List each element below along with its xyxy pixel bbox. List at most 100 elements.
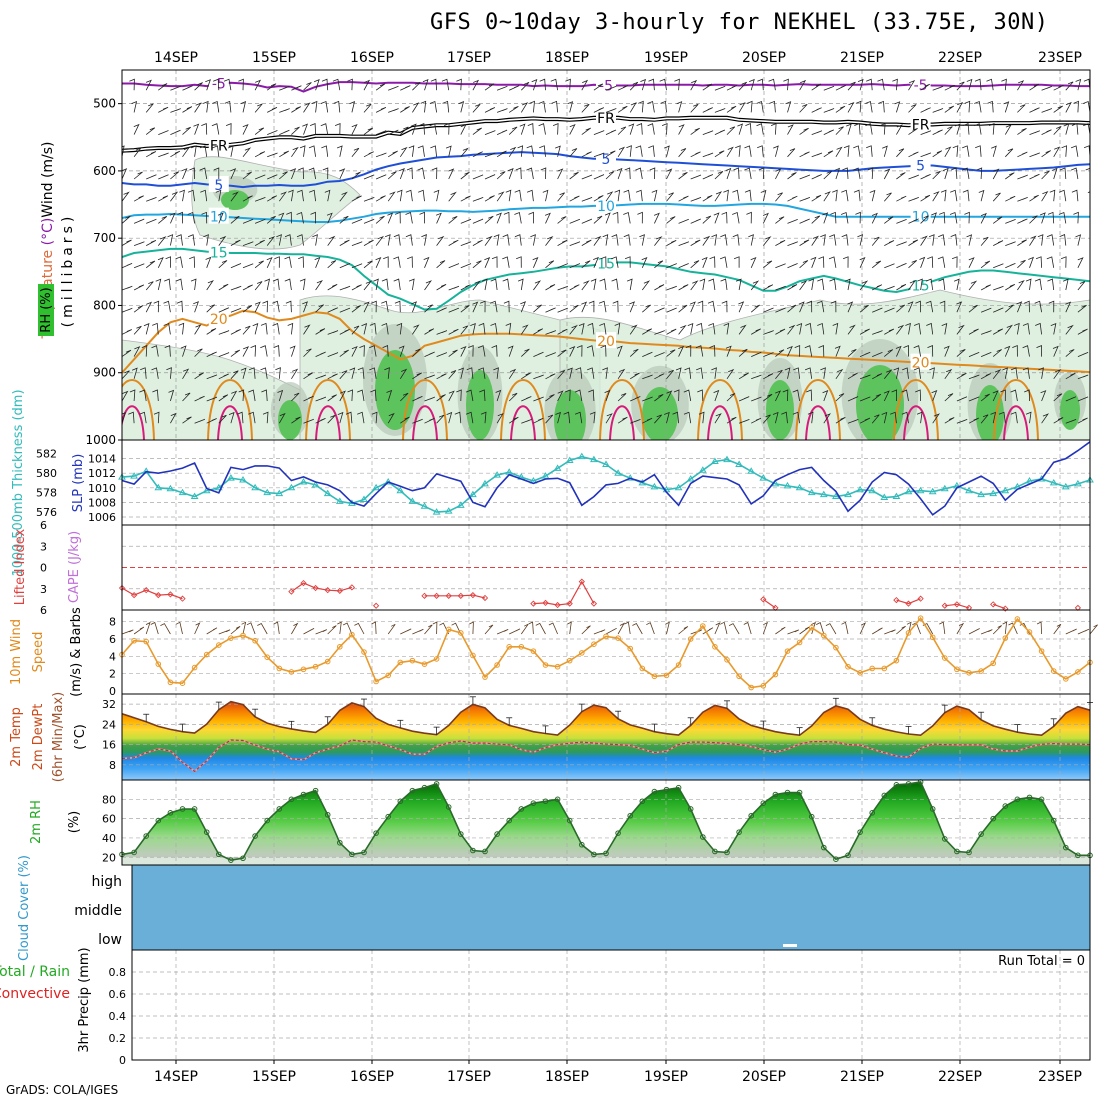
wind-barb: [230, 191, 239, 202]
rh-line-point: [833, 856, 839, 863]
wind-barb: [1083, 78, 1090, 91]
wind-barb: [490, 278, 498, 291]
wind-barb: [291, 146, 299, 158]
wind-barb: [883, 192, 892, 202]
wind-barb: [324, 189, 331, 202]
y-tick-label: 700: [93, 231, 116, 245]
wind-barb: [702, 152, 714, 158]
wind-barb: [1005, 219, 1016, 224]
wind-barb: [502, 278, 510, 291]
wind-barb: [412, 396, 423, 402]
wind-barb: [460, 345, 467, 357]
wind-barb: [1058, 211, 1067, 224]
wind-barb: [913, 345, 921, 357]
wind-barb: [974, 100, 982, 113]
thickness-line-point: [698, 466, 707, 473]
wind-barb: [336, 145, 343, 157]
wind-barb: [792, 411, 800, 424]
rh-shading-area: [191, 156, 361, 250]
wind-barb: [690, 260, 700, 269]
wind-barb: [448, 239, 459, 246]
rh-line-point: [929, 806, 936, 812]
isotherm-25-lobe: [207, 379, 253, 440]
dewpoint-line: [121, 739, 1091, 773]
wind-speed-line-point: [361, 649, 367, 655]
wind-barb: [939, 211, 946, 224]
wind-barb: [581, 280, 590, 291]
rh-line-point: [663, 786, 670, 793]
wind-barb: [363, 239, 374, 246]
wind-barb: [230, 329, 241, 335]
wind-barb: [968, 304, 978, 313]
wind-barb-10m: [257, 622, 268, 635]
rh-line-point: [687, 806, 694, 812]
cloud-level-label: high: [91, 874, 122, 890]
wind-barb: [387, 171, 397, 180]
wind-barb: [605, 191, 614, 202]
wind-barb: [980, 260, 991, 269]
wind-barb: [478, 322, 486, 335]
wind-speed-line-point: [700, 623, 706, 629]
wind-barb: [775, 192, 783, 202]
wind-barb: [254, 103, 263, 113]
wind-barb: [359, 345, 365, 357]
wind-barb: [218, 260, 228, 269]
wind-barb: [872, 307, 883, 313]
rh-line-point: [288, 796, 295, 803]
wind-barb: [907, 301, 914, 313]
wind-barb: [843, 145, 850, 157]
wind-barb: [468, 345, 474, 357]
wind-barb: [339, 215, 349, 224]
wind-speed-line-point: [312, 663, 319, 670]
thickness-line-point: [239, 476, 247, 483]
wind-barb: [1037, 234, 1044, 246]
wind-barb: [956, 102, 964, 113]
precip-tick-label: 0: [119, 1054, 126, 1067]
wind-barb: [702, 195, 713, 202]
wind-barb: [785, 101, 792, 113]
wind-barb-10m: [342, 622, 353, 635]
rh-shading-core: [856, 365, 904, 440]
wind-barb: [228, 411, 235, 424]
wind-barb: [472, 174, 484, 180]
x-tick-label-top: 18SEP: [545, 50, 589, 66]
wind-barb: [744, 167, 752, 180]
wind-barb: [1035, 322, 1042, 335]
wind-speed-line-point: [929, 634, 936, 641]
wind-barb: [436, 307, 447, 313]
wind-barb: [629, 102, 637, 113]
wind-barb: [713, 389, 720, 402]
lifted-index-point: [118, 584, 126, 592]
wind-barb: [1046, 234, 1055, 246]
wind-barb: [968, 257, 975, 268]
wind-barb: [326, 212, 333, 224]
wind-barb: [302, 301, 308, 313]
rh-line-point: [312, 787, 319, 794]
wind-barb: [460, 218, 472, 224]
wind-barb: [709, 256, 716, 268]
rh-line-point: [554, 796, 561, 803]
wind-barb: [363, 260, 373, 269]
rh-base: [122, 857, 1090, 865]
wind-barb: [240, 367, 247, 379]
wind-barb: [1077, 396, 1089, 402]
wind-speed-line-point: [942, 655, 948, 661]
wind-barb-10m: [230, 626, 241, 635]
wind-barb: [545, 394, 555, 402]
wind-barb: [976, 167, 983, 180]
wind-barb: [962, 167, 970, 180]
wind-barb: [381, 322, 389, 335]
lifted-index-point: [288, 588, 295, 595]
wind-barb: [278, 412, 286, 424]
rh-line-point: [978, 831, 984, 837]
wind-barb: [1051, 167, 1058, 180]
wind-barb: [424, 328, 435, 335]
wind-barb: [218, 352, 230, 357]
wind-barb: [460, 195, 471, 202]
wind-barb-10m: [520, 623, 529, 635]
wind-barb: [533, 304, 542, 313]
temp-axis-label: (°C): [73, 724, 88, 750]
wind-barb: [605, 85, 617, 91]
wind-barb: [393, 256, 401, 268]
wind-barb: [763, 352, 774, 357]
